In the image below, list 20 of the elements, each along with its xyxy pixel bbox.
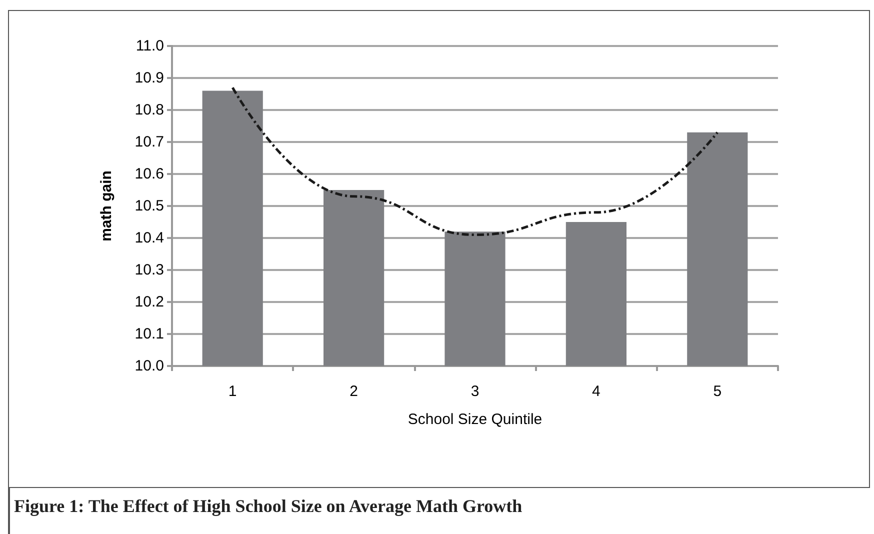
x-tick-label: 2 [350,383,358,400]
y-tick-label: 10.8 [134,102,164,118]
x-tick-label: 3 [470,383,480,400]
y-tick-label: 10.4 [134,230,164,246]
x-axis-title: School Size Quintile [408,411,542,428]
text: Figure 1: The Effect of High School Size on Average Math Growth [14,496,522,517]
y-tick-label: 10.0 [134,358,164,374]
y-tick-label: 10.5 [134,198,164,214]
y-tick-label: 10.7 [134,134,164,150]
x-tick-label: 1 [228,383,237,400]
y-tick-label: 10.1 [134,326,164,342]
y-tick-label: 10.3 [134,262,164,278]
x-tick-label: 5 [713,383,722,400]
y-tick-label: 10.6 [134,166,164,182]
y-tick-label: 11.0 [136,38,164,54]
y-tick-label: 10.2 [134,294,164,310]
y-axis-title: math gain [98,170,115,242]
line-series [231,86,719,236]
y-tick-label: 10.9 [134,70,164,86]
x-tick-label: 4 [592,383,600,400]
